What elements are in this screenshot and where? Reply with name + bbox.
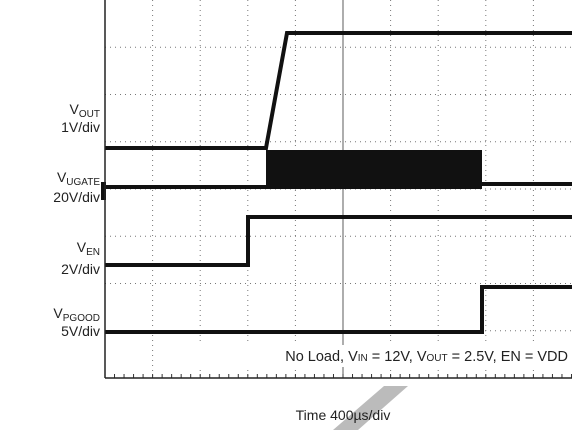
vout-trace [105,31,572,150]
annotation-sub: IN [358,353,368,364]
annotation-part: = 12V, V [368,349,427,365]
annotation-sub: OUT [427,353,448,364]
channel-symbol: VEN [77,239,100,258]
annotation-part: = 2.5V, EN = VDD [448,349,568,365]
subscript: OUT [79,109,100,120]
annotation-part: No Load, V [285,349,358,365]
symbol: V [77,239,87,255]
subscript: PGOOD [63,313,100,324]
x-axis-label: Time 400µs/div [296,407,391,423]
traces [105,31,572,334]
channel-scale: 20V/div [53,189,100,205]
annotation: No Load, VIN = 12V, VOUT = 2.5V, EN = VD… [285,349,568,365]
subscript: UGATE [66,177,100,188]
ugate-switching [266,150,482,189]
channel-symbol: VUGATE [57,169,100,188]
annotation-bg [180,345,572,367]
pgood-trace [105,285,572,334]
symbol: V [57,169,67,185]
channel-labels: VOUT 1V/div VUGATE 20V/div VEN 2V/div VP… [53,101,100,339]
en-trace [105,215,572,267]
channel-scale: 2V/div [61,261,100,277]
symbol: V [53,305,63,321]
channel-scale: 1V/div [61,119,100,135]
channel-scale: 5V/div [61,323,100,339]
watermark-stroke [333,386,408,430]
channel-symbol: VPGOOD [53,305,100,324]
channel-symbol: VOUT [70,101,100,120]
symbol: V [70,101,80,117]
subscript: EN [86,247,100,258]
ugate-marker [101,182,106,200]
